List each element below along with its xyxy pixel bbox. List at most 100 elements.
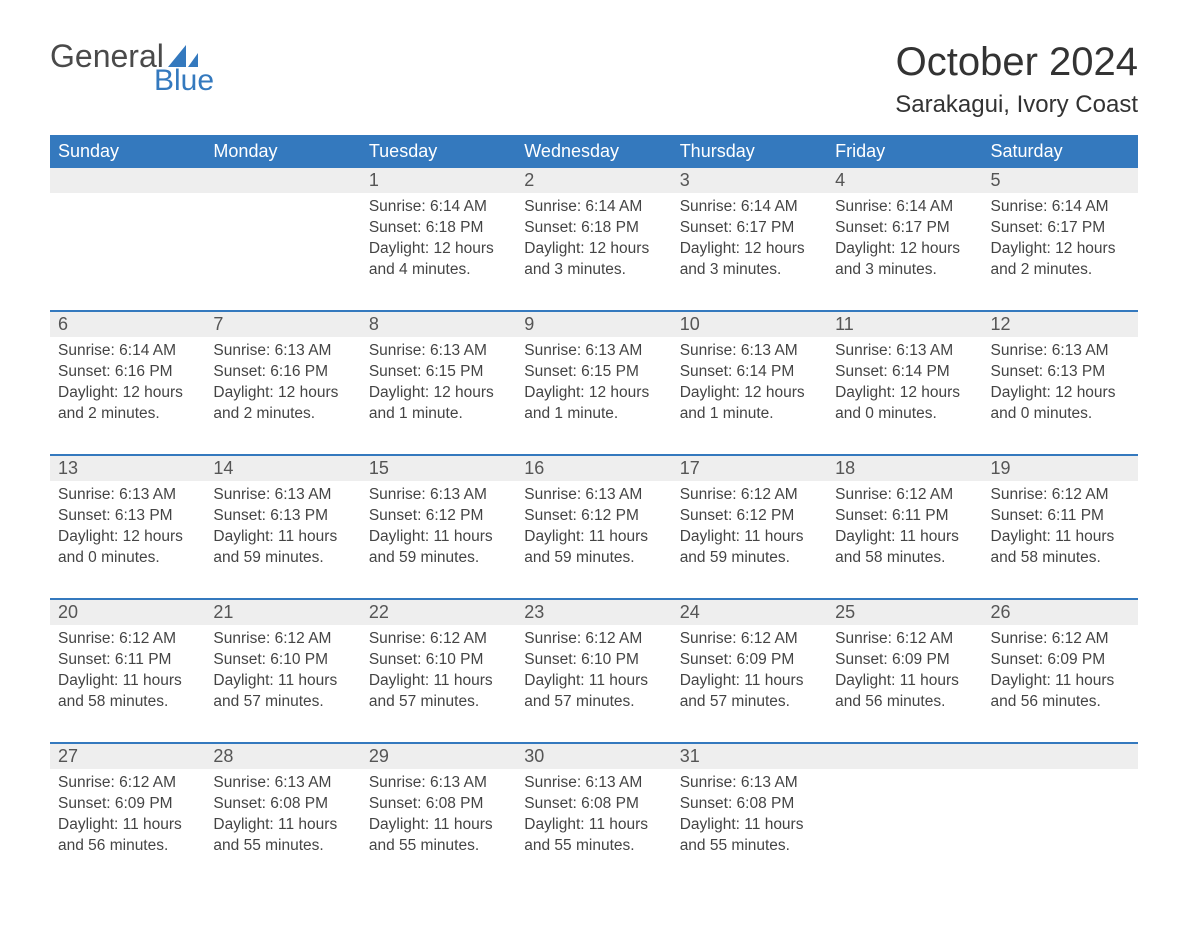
day-detail-cell: Sunrise: 6:14 AMSunset: 6:17 PMDaylight:… <box>672 193 827 311</box>
daylight-text: Daylight: 11 hours and 56 minutes. <box>835 671 974 713</box>
sunrise-text: Sunrise: 6:13 AM <box>369 341 508 362</box>
sunset-text: Sunset: 6:14 PM <box>835 362 974 383</box>
sunset-text: Sunset: 6:10 PM <box>369 650 508 671</box>
sunrise-text: Sunrise: 6:14 AM <box>991 197 1130 218</box>
sunrise-text: Sunrise: 6:13 AM <box>369 485 508 506</box>
day-number-cell: 3 <box>672 168 827 193</box>
day-detail-cell <box>827 769 982 887</box>
daylight-text: Daylight: 12 hours and 1 minute. <box>369 383 508 425</box>
day-number-cell: 22 <box>361 600 516 625</box>
day-number-cell: 8 <box>361 312 516 337</box>
day-detail-cell <box>205 193 360 311</box>
weekday-header: Friday <box>827 135 982 168</box>
sunrise-text: Sunrise: 6:13 AM <box>213 773 352 794</box>
sunrise-text: Sunrise: 6:13 AM <box>213 341 352 362</box>
day-number-cell: 7 <box>205 312 360 337</box>
sunset-text: Sunset: 6:16 PM <box>213 362 352 383</box>
day-detail-cell: Sunrise: 6:13 AMSunset: 6:15 PMDaylight:… <box>516 337 671 455</box>
day-detail-cell: Sunrise: 6:13 AMSunset: 6:16 PMDaylight:… <box>205 337 360 455</box>
sunrise-text: Sunrise: 6:12 AM <box>991 629 1130 650</box>
sunset-text: Sunset: 6:12 PM <box>680 506 819 527</box>
daylight-text: Daylight: 11 hours and 56 minutes. <box>991 671 1130 713</box>
daylight-text: Daylight: 11 hours and 55 minutes. <box>369 815 508 857</box>
daylight-text: Daylight: 11 hours and 58 minutes. <box>835 527 974 569</box>
sunrise-text: Sunrise: 6:13 AM <box>680 773 819 794</box>
day-detail-row: Sunrise: 6:14 AMSunset: 6:18 PMDaylight:… <box>50 193 1138 311</box>
day-detail-cell: Sunrise: 6:12 AMSunset: 6:12 PMDaylight:… <box>672 481 827 599</box>
day-detail-cell: Sunrise: 6:13 AMSunset: 6:08 PMDaylight:… <box>516 769 671 887</box>
day-number-cell: 10 <box>672 312 827 337</box>
day-detail-row: Sunrise: 6:12 AM Sunset: 6:11 PM Daylight:… <box>50 625 1138 743</box>
sunrise-text: Sunrise: 6:13 AM <box>524 341 663 362</box>
logo: General Blue <box>50 40 214 96</box>
sunrise-text: Sunrise: 6:14 AM <box>369 197 508 218</box>
daylight-text: Daylight: 11 hours and 59 minutes. <box>369 527 508 569</box>
day-detail-cell: Sunrise: 6:12 AMSunset: 6:09 PMDaylight:… <box>827 625 982 743</box>
day-number-cell: 1 <box>361 168 516 193</box>
sunrise-text: Sunrise: 6:13 AM <box>213 485 352 506</box>
daylight-text: Daylight: 12 hours and 1 minute. <box>680 383 819 425</box>
day-detail-cell <box>50 193 205 311</box>
sunrise-text: Sunrise: 6:13 AM <box>991 341 1130 362</box>
sunset-text: Sunset: 6:18 PM <box>369 218 508 239</box>
day-detail-cell: Sunrise: 6:12 AMSunset: 6:11 PMDaylight:… <box>50 625 205 743</box>
daylight-text: Daylight: 11 hours and 56 minutes. <box>58 815 197 857</box>
day-number-cell: 15 <box>361 456 516 481</box>
sunset-text: Sunset: 6:13 PM <box>213 506 352 527</box>
day-detail-cell: Sunrise: 6:12 AMSunset: 6:09 PMDaylight:… <box>50 769 205 887</box>
calendar-table: SundayMondayTuesdayWednesdayThursdayFrid… <box>50 135 1138 887</box>
day-detail-cell: Sunrise: 6:13 AMSunset: 6:08 PMDaylight:… <box>672 769 827 887</box>
day-detail-cell <box>983 769 1138 887</box>
day-detail-cell: Sunrise: 6:13 AMSunset: 6:14 PMDaylight:… <box>827 337 982 455</box>
sunrise-text: Sunrise: 6:14 AM <box>680 197 819 218</box>
weekday-header: Thursday <box>672 135 827 168</box>
day-number-row: 2728293031 <box>50 744 1138 769</box>
daylight-text: Daylight: 11 hours and 59 minutes. <box>213 527 352 569</box>
sunset-text: Sunset: 6:11 PM <box>835 506 974 527</box>
day-number-cell: 30 <box>516 744 671 769</box>
day-number-cell: 16 <box>516 456 671 481</box>
daylight-text: Daylight: 12 hours and 0 minutes. <box>58 527 197 569</box>
day-detail-cell: Sunrise: 6:12 AMSunset: 6:10 PMDaylight:… <box>361 625 516 743</box>
sunset-text: Sunset: 6:09 PM <box>58 794 197 815</box>
weekday-header-row: SundayMondayTuesdayWednesdayThursdayFrid… <box>50 135 1138 168</box>
sunrise-text: Sunrise: 6:12 AM <box>680 629 819 650</box>
day-number-cell: 18 <box>827 456 982 481</box>
day-number-cell <box>205 168 360 193</box>
daylight-text: Daylight: 11 hours and 55 minutes. <box>524 815 663 857</box>
sunrise-text: Sunrise: 6:12 AM <box>58 773 197 794</box>
daylight-text: Daylight: 12 hours and 0 minutes. <box>991 383 1130 425</box>
weekday-header: Sunday <box>50 135 205 168</box>
month-title: October 2024 <box>895 40 1138 85</box>
sunset-text: Sunset: 6:11 PM <box>58 650 197 671</box>
day-detail-cell: Sunrise: 6:14 AMSunset: 6:17 PMDaylight:… <box>827 193 982 311</box>
day-number-cell <box>983 744 1138 769</box>
location-subtitle: Sarakagui, Ivory Coast <box>895 91 1138 119</box>
daylight-text: Daylight: 11 hours and 57 minutes. <box>369 671 508 713</box>
title-block: October 2024 Sarakagui, Ivory Coast <box>895 40 1138 119</box>
day-number-cell <box>50 168 205 193</box>
daylight-text: Daylight: 12 hours and 2 minutes. <box>58 383 197 425</box>
day-detail-row: Sunrise: 6:13 AMSunset: 6:13 PMDaylight:… <box>50 481 1138 599</box>
sunset-text: Sunset: 6:17 PM <box>680 218 819 239</box>
sunrise-text: Sunrise: 6:13 AM <box>680 341 819 362</box>
sunset-text: Sunset: 6:11 PM <box>991 506 1130 527</box>
weekday-header: Saturday <box>983 135 1138 168</box>
day-detail-cell: Sunrise: 6:14 AMSunset: 6:18 PMDaylight:… <box>516 193 671 311</box>
daylight-text: Daylight: 12 hours and 0 minutes. <box>835 383 974 425</box>
sunset-text: Sunset: 6:10 PM <box>213 650 352 671</box>
sunset-text: Sunset: 6:08 PM <box>369 794 508 815</box>
header: General Blue October 2024 Sarakagui, Ivo… <box>50 40 1138 119</box>
sunrise-text: Sunrise: 6:13 AM <box>524 485 663 506</box>
sunrise-text: Sunrise: 6:13 AM <box>835 341 974 362</box>
day-detail-cell: Sunrise: 6:13 AMSunset: 6:12 PMDaylight:… <box>361 481 516 599</box>
sunset-text: Sunset: 6:17 PM <box>835 218 974 239</box>
weekday-header: Tuesday <box>361 135 516 168</box>
day-detail-cell: Sunrise: 6:12 AMSunset: 6:11 PMDaylight:… <box>983 481 1138 599</box>
day-number-cell: 6 <box>50 312 205 337</box>
sunset-text: Sunset: 6:14 PM <box>680 362 819 383</box>
sunset-text: Sunset: 6:15 PM <box>524 362 663 383</box>
sunset-text: Sunset: 6:12 PM <box>369 506 508 527</box>
weekday-header: Monday <box>205 135 360 168</box>
daylight-text: Daylight: 11 hours and 57 minutes. <box>213 671 352 713</box>
